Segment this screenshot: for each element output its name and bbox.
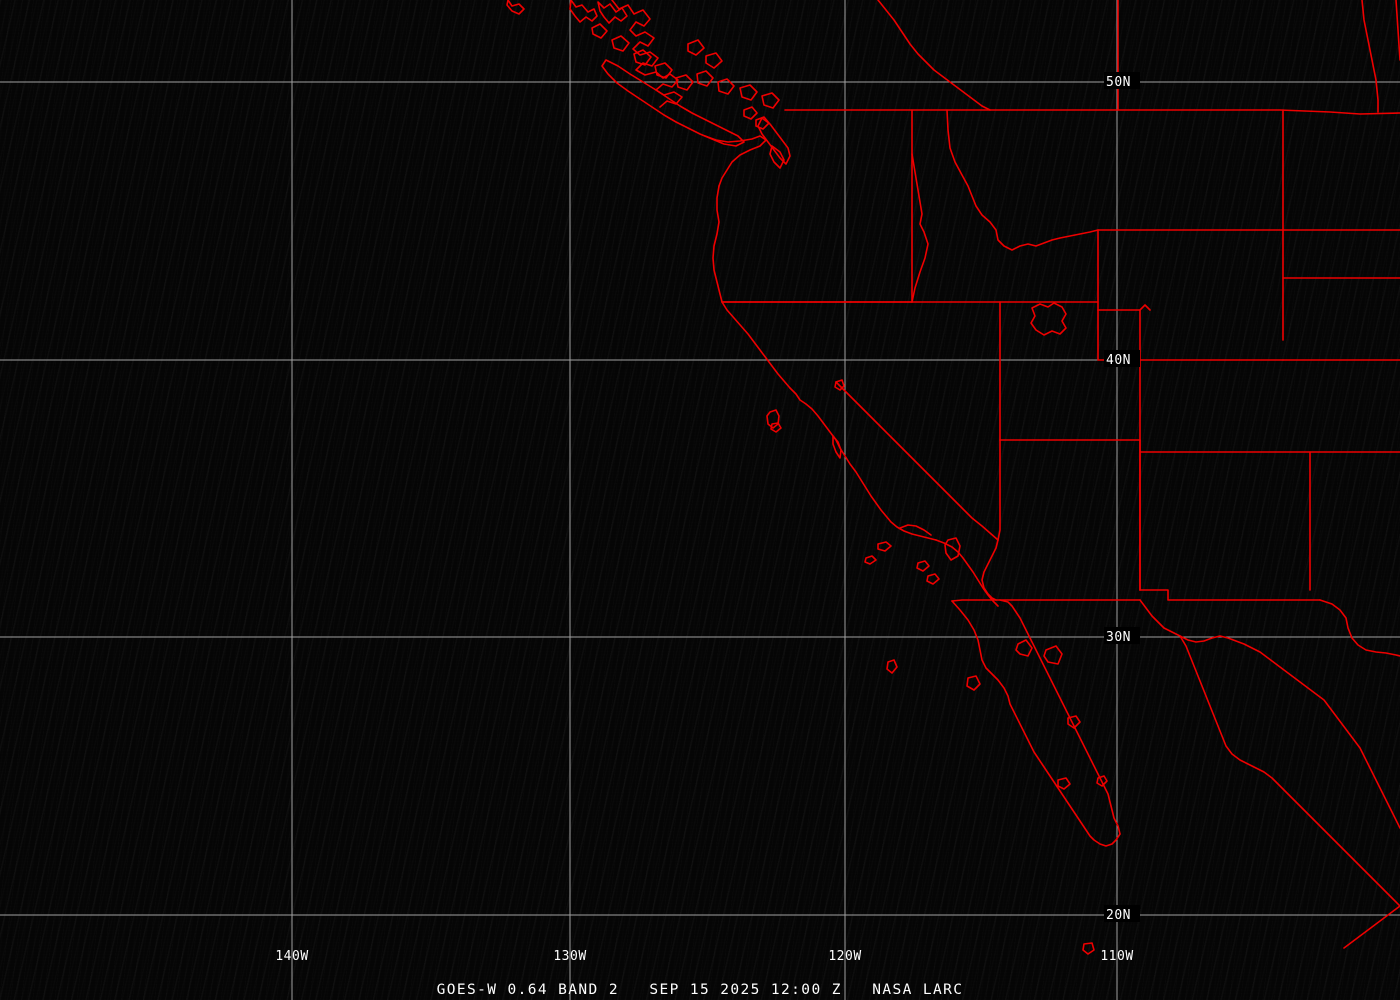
coastline-california-north [789,387,937,541]
border-canada-east-edge [1395,0,1400,61]
caption-time: 12:00 Z [770,982,842,998]
coastline-bc-island-k [705,52,723,69]
great-salt-lake [1030,302,1067,336]
island-guadalupe [886,659,898,674]
geography-vector-overlay [506,0,1400,955]
lake-tahoe [766,409,780,429]
coastline-puget-sound [757,117,791,165]
caption-channel: 0.64 [507,982,549,998]
island-tiburon [1043,645,1063,665]
border-canada-sask [1361,0,1379,113]
salton-sea [944,537,961,561]
border-bc-alberta [877,0,991,111]
coastline-bc-island-j [687,39,705,56]
border-wy-co [1097,309,1284,361]
coastline-point-conception [899,524,932,536]
coastline-baja-pacific [951,600,1121,847]
coastline-bc-island-d [654,62,673,79]
border-or-id [911,153,929,303]
coastline-mexico-mainland [1139,599,1400,829]
coastline-bc-inlets-a [597,1,628,24]
lon-label-120w: 120W [828,949,861,964]
island-angel-de-la-guarda [1015,639,1033,657]
border-tx-mexico [1319,599,1400,657]
caption-date: SEP 15 2025 [649,982,761,998]
coastline-gulf-islands [743,106,758,120]
caption-band: BAND 2 [558,982,619,998]
lake-tahoe-inner [770,422,782,433]
coastline-baja-gulf [999,599,1121,835]
border-id-mt [946,109,1099,251]
border-ca-nv [835,381,999,541]
coastline-bc-island-b [611,35,630,52]
lat-label-20n: 20N [1106,908,1131,923]
coastline-haida-gwaii [569,0,598,23]
coastline-san-juans [755,116,770,130]
border-us-canada-49 [784,109,1400,115]
island-cedros [966,675,981,691]
coastline-bc-north [506,0,525,15]
island-baja-small-c [1096,775,1108,787]
border-nv-az [997,439,1001,541]
coastline-bc-island-h [739,84,758,101]
coastline-vancouver-island [601,59,745,147]
coastline-bc-island-f [696,70,714,87]
coastline-sonora-gulf [1179,635,1400,907]
coastline-puget-inlets [769,145,785,169]
coastline-bc-island-e [675,74,694,91]
coastline-bc-island-g [717,78,735,95]
border-ut-wy [1097,304,1151,311]
island-santa-cruz [877,541,892,552]
latitude-tick-labels: 50N 40N 30N 20N [1104,72,1140,923]
image-caption-bar: GOES-W 0.64 BAND 2 SEP 15 2025 12:00 Z N… [0,982,1400,998]
border-co-nm [1139,451,1311,591]
island-santa-catalina [916,560,930,572]
lon-label-140w: 140W [275,949,308,964]
coastline-mexico-south [1343,905,1400,949]
coastline-socal-bight [935,539,999,607]
caption-satellite: GOES-W [436,982,498,998]
island-baja-small-a [1067,715,1081,729]
coastline-bc-island-c [633,49,652,66]
coastline-bc-island-i [761,92,780,109]
lon-label-130w: 130W [553,949,586,964]
coastline-olympic-peninsula [704,135,767,187]
island-revillagigedo [1082,942,1095,955]
lat-label-30n: 30N [1106,630,1131,645]
lat-label-50n: 50N [1106,75,1131,90]
border-nm-mexico [1139,589,1321,601]
coastline-washington-oregon [712,185,791,389]
border-ca-az [981,539,999,601]
lat-label-40n: 40N [1106,353,1131,368]
island-san-nicolas [864,555,877,565]
lon-label-110w: 110W [1100,949,1133,964]
island-baja-small-b [1057,777,1071,790]
coastline-sf-bay [832,435,842,459]
coastline-bc-outer-islands [591,23,608,39]
longitude-tick-labels: 140W 130W 120W 110W [275,949,1133,964]
border-ca-mexico-west [951,599,997,602]
island-san-clemente [926,573,940,585]
caption-source: NASA LARC [872,982,964,998]
